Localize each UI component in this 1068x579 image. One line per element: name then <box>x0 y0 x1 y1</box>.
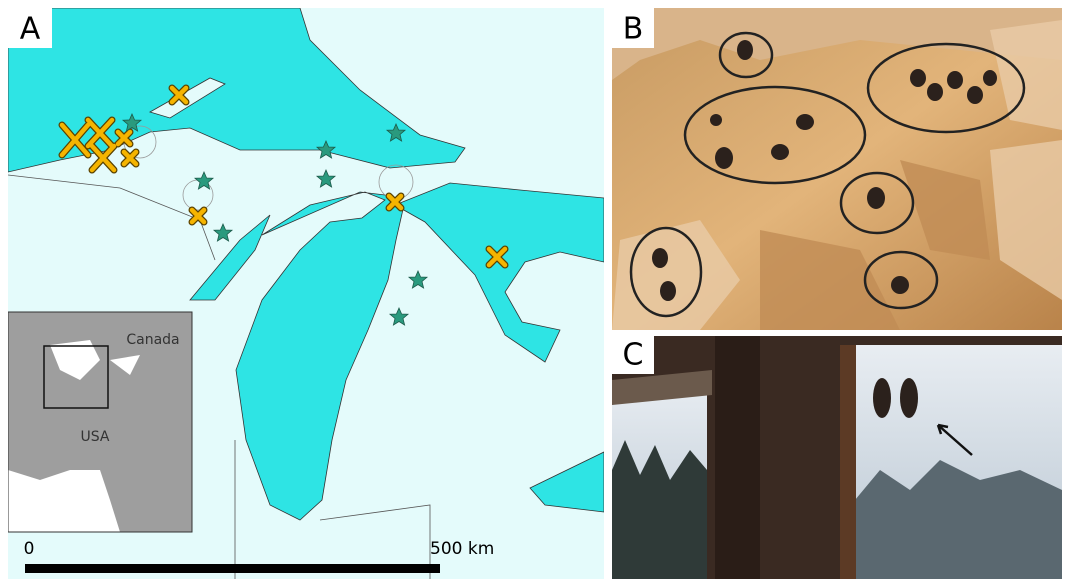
scale-label: 0 <box>24 539 35 559</box>
map: Canada USA 0 500 km <box>8 8 604 579</box>
scale-label: 500 km <box>430 539 494 559</box>
inset-label: USA <box>81 429 110 445</box>
panel-label: A <box>20 12 41 47</box>
inset-label: Canada <box>126 332 179 348</box>
panel-label: C <box>623 338 644 373</box>
panel-label: B <box>623 12 644 47</box>
photo-c <box>612 336 1062 579</box>
scale-bar <box>25 564 440 573</box>
photo-b <box>612 8 1062 330</box>
